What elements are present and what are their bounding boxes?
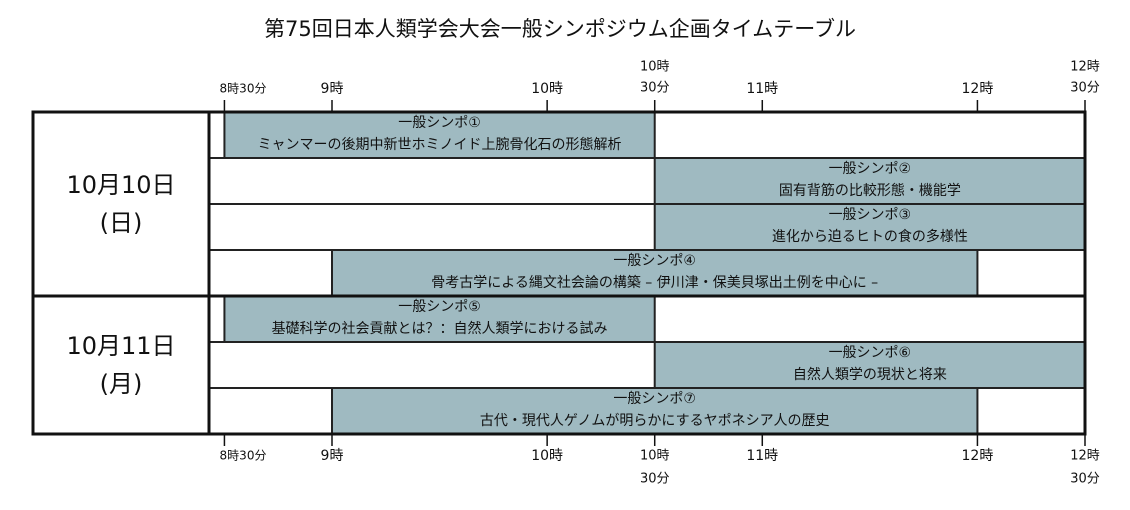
tick-label: 8時30分 [220,449,267,463]
session-title: 固有背筋の比較形態・機能学 [779,182,961,199]
session-title: 骨考古学による縄文社会論の構築 – 伊川津・保美貝塚出土例を中心に – [431,275,878,291]
outer-border [31,110,1087,436]
session-name: 一般シンポ④ [613,253,696,269]
tick-label: 30分 [640,81,670,96]
session-title: ミャンマーの後期中新世ホミノイド上腕骨化石の形態解析 [258,137,622,153]
tick-label: 10時 [531,81,563,97]
tick-label: 12時 [962,81,994,97]
session-bar [223,295,656,343]
tick-label: 10時 [640,449,670,464]
session-title: 自然人類学の現状と将来 [793,366,947,383]
tick-label: 12時 [1070,449,1100,464]
tick-label: 11時 [746,81,778,97]
title: 第75回日本人類学会大会一般シンポジウム企画タイムテーブル [264,17,856,41]
session-title: 基礎科学の社会貢献とは？：自然人類学における試み [272,320,608,337]
session-bar [223,111,656,159]
tick-label: 12時 [1070,60,1100,75]
session-bar [331,249,979,297]
tick-label: 11時 [746,448,778,464]
tick-label: 10時 [531,448,563,464]
session-bar [653,341,1086,389]
session-bar [331,387,979,435]
tick-label: 9時 [321,448,344,464]
tick-label: 8時30分 [220,82,267,96]
session-title: 古代・現代人ゲノムが明らかにするヤポネシア人の歴史 [480,413,830,429]
session-name: 一般シンポ⑥ [829,345,912,361]
session-name: 一般シンポ⑦ [613,391,696,407]
tick-label: 30分 [1070,81,1100,96]
tick-label: 30分 [1070,472,1100,487]
tick-label: 12時 [962,448,994,464]
day-label: 10月11日 [66,332,175,360]
day-label: 10月10日 [66,171,175,199]
session-name: 一般シンポ⑤ [398,299,481,315]
session-name: 一般シンポ① [398,115,481,131]
day-label: (日) [100,209,143,237]
day-label: (月) [100,370,143,398]
session-title: 進化から迫るヒトの食の多様性 [772,228,968,245]
session-name: 一般シンポ③ [829,207,912,223]
tick-label: 30分 [640,472,670,487]
session-name: 一般シンポ② [829,161,912,177]
tick-label: 10時 [640,60,670,75]
tick-label: 9時 [321,81,344,97]
